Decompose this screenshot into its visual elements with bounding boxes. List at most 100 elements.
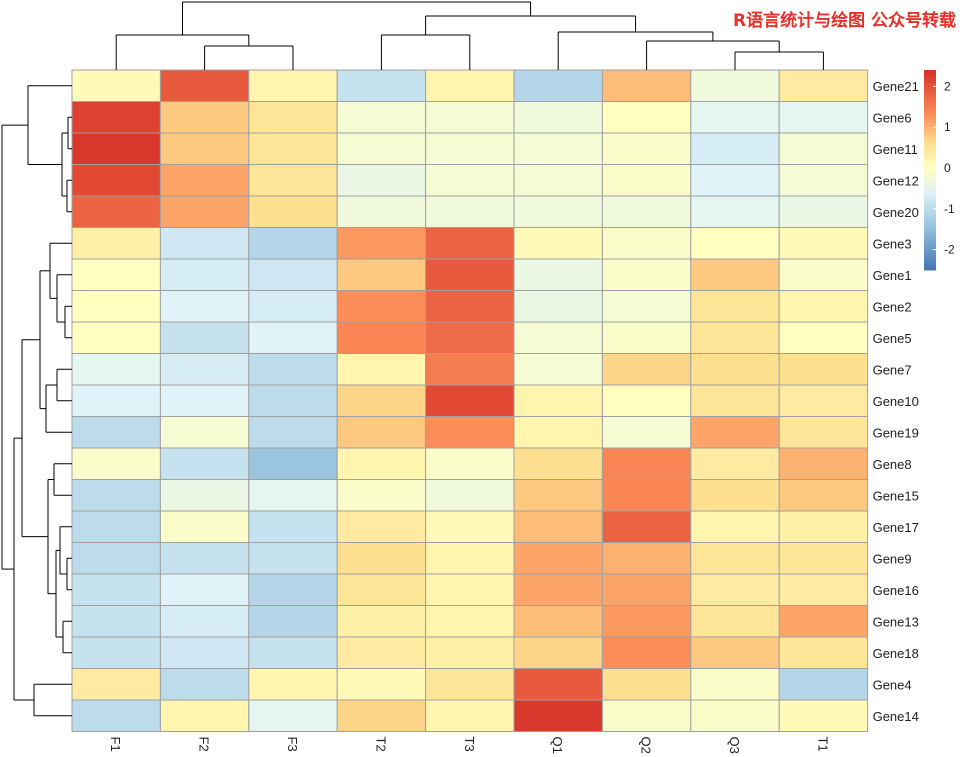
heatmap-cell [690,164,780,197]
heatmap-cell [778,353,869,386]
legend-color-band [924,193,936,198]
legend-color-band [924,183,936,188]
row-label: Gene2 [873,299,912,314]
heatmap-cell [425,353,515,386]
heatmap-cell [336,321,427,354]
legend-color-band [924,80,936,84]
heatmap-cell [601,101,692,134]
heatmap-cell [71,668,161,701]
heatmap-cell [71,447,161,480]
heatmap-cell [159,636,250,669]
heatmap-cell [71,479,161,512]
heatmap-cell [71,132,161,165]
heatmap-cell [690,510,780,543]
heatmap-cell [778,195,869,228]
heatmap-cell [690,447,780,480]
heatmap-cell [248,164,338,197]
heatmap-cell [248,447,338,480]
heatmap-cell [778,416,869,449]
row-label: Gene5 [873,331,912,346]
heatmap-cell [778,605,869,638]
legend-color-band [924,166,936,171]
heatmap-cell [425,195,515,228]
legend-color-band [924,146,936,151]
heatmap-cells [71,69,869,732]
heatmap-cell [336,542,427,575]
legend-color-band [924,86,936,91]
heatmap-cell [601,321,692,354]
heatmap-cell [248,416,338,449]
heatmap-cell [336,510,427,543]
heatmap-cell [336,227,427,260]
legend-color-band [924,160,936,164]
heatmap-cell [159,605,250,638]
heatmap-cell [159,101,250,134]
heatmap-cell [778,227,869,260]
heatmap-cell [159,479,250,512]
heatmap-cell [778,164,869,197]
row-label: Gene16 [873,583,919,598]
heatmap-cell [601,542,692,575]
legend-color-band [924,96,936,101]
heatmap-cell [601,195,692,228]
heatmap-cell [513,636,603,669]
heatmap-cell [425,605,515,638]
row-label: Gene19 [873,425,919,440]
legend-color-band [924,190,936,194]
legend-color-band [924,123,936,128]
heatmap-cell [159,164,250,197]
legend-color-band [924,263,936,268]
heatmap-cell [248,510,338,543]
heatmap-cell [159,227,250,260]
heatmap-cell [336,636,427,669]
heatmap-cell [690,416,780,449]
heatmap-cell [71,353,161,386]
legend-tick-label: -2 [944,243,955,257]
heatmap-cell [601,69,692,102]
heatmap-cell [513,668,603,701]
heatmap-cell [71,290,161,323]
heatmap-cell [336,353,427,386]
legend-color-band [924,116,936,121]
heatmap-cell [71,573,161,606]
legend-color-band [924,93,936,98]
legend-color-band [924,120,936,124]
heatmap-cell [425,132,515,165]
legend-color-band [924,206,936,211]
heatmap-cell [690,69,780,102]
heatmap-cell [778,510,869,543]
row-label: Gene8 [873,457,912,472]
heatmap-cell [159,195,250,228]
heatmap-cell [159,132,250,165]
heatmap-cell [425,384,515,417]
heatmap-cell [513,69,603,102]
heatmap-cell [425,321,515,354]
heatmap-cell [513,542,603,575]
heatmap-cell [778,636,869,669]
heatmap-cell [159,353,250,386]
heatmap-cell [159,573,250,606]
heatmap-cell [778,573,869,606]
heatmap-cell [425,510,515,543]
heatmap-cell [248,290,338,323]
heatmap-cell [159,290,250,323]
heatmap-cell [71,542,161,575]
heatmap-cell [425,69,515,102]
legend-color-band [924,210,936,214]
column-label: F2 [197,737,212,752]
watermark-text: R语言统计与绘图 公众号转载 [732,11,956,31]
heatmap-cell [336,479,427,512]
legend-color-band [924,200,936,204]
legend-color-band [924,216,936,221]
heatmap-cell [601,605,692,638]
legend-color-band [924,73,936,78]
legend-tick-label: 2 [944,79,951,93]
heatmap-cell [601,479,692,512]
heatmap-cell [159,668,250,701]
heatmap-cell [690,605,780,638]
heatmap-cell [159,510,250,543]
row-label: Gene4 [873,677,912,692]
heatmap-cell [71,321,161,354]
legend-color-band [924,140,936,144]
